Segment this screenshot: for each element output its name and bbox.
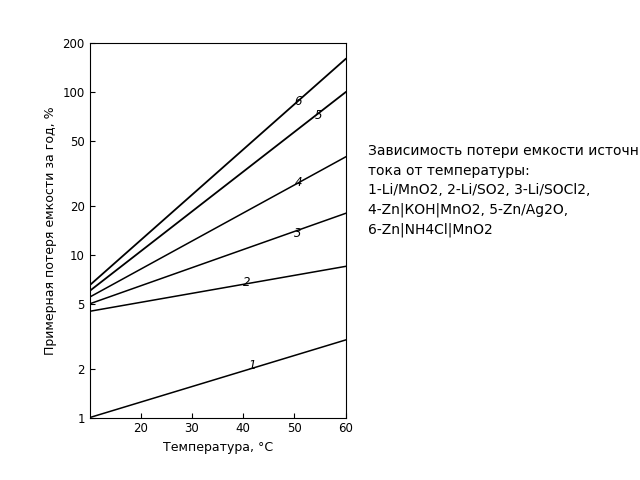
Text: 5: 5 <box>315 109 323 122</box>
X-axis label: Температура, °С: Температура, °С <box>163 441 273 454</box>
Text: 4: 4 <box>294 176 302 189</box>
Text: Зависимость потери емкости источников
тока от температуры:
1-Li/MnO2, 2-Li/SO2, : Зависимость потери емкости источников то… <box>368 144 640 237</box>
Text: 3: 3 <box>294 227 302 240</box>
Text: 6: 6 <box>294 95 302 108</box>
Text: 1: 1 <box>248 359 256 372</box>
Y-axis label: Примерная потеря емкости за год, %: Примерная потеря емкости за год, % <box>44 106 57 355</box>
Text: 2: 2 <box>243 276 251 288</box>
